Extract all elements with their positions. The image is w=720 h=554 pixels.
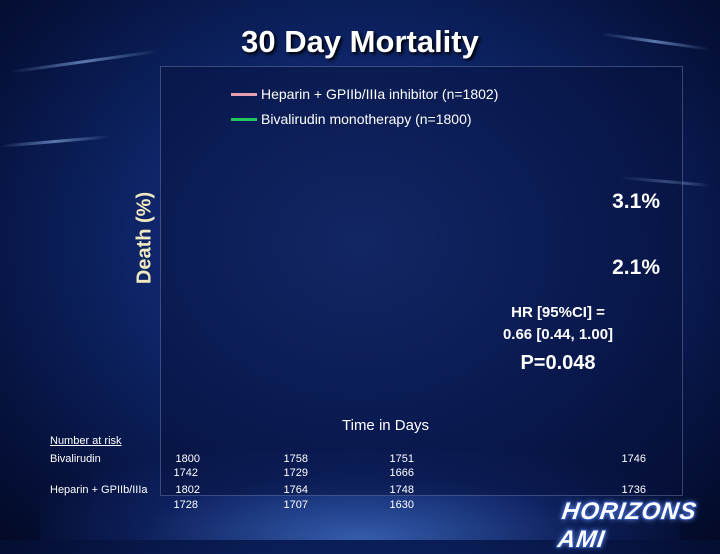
p-value-annotation: P=0.048 [520,352,596,374]
risk-value: 1748 [389,484,414,496]
risk-value: 1736 [621,484,646,496]
hazard-ratio-line-1: HR [95%CI] = [511,304,605,321]
end-label-heparin: 3.1% [612,190,660,213]
legend-item-heparin: Heparin + GPIIb/IIIa inhibitor (n=1802) [231,86,498,102]
chart-title: 30 Day Mortality [241,24,479,59]
background-streak [0,135,110,148]
risk-row-label-heparin: Heparin + GPIIb/IIIa [50,484,148,496]
legend-swatch-heparin [231,92,257,96]
risk-table-title: Number at risk [50,435,122,447]
risk-subvalue: 1728 [173,499,198,511]
y-axis-label: Death (%) [133,191,156,285]
risk-subvalue: 1707 [283,499,308,511]
end-label-bivalirudin: 2.1% [612,256,660,279]
risk-value: 1751 [389,453,414,465]
hazard-ratio-line-2: 0.66 [0.44, 1.00] [502,326,614,343]
risk-subvalue: 1742 [173,467,198,479]
risk-subvalue: 1729 [283,467,308,479]
risk-value: 1758 [283,453,308,465]
plot-area [160,66,683,496]
hazard-ratio-annotation: HR [95%CI] = 0.66 [0.44, 1.00] [478,302,638,346]
legend-label-heparin: Heparin + GPIIb/IIIa inhibitor (n=1802) [261,86,499,102]
legend-swatch-bivalirudin [231,117,257,121]
legend-label-bivalirudin: Bivalirudin monotherapy (n=1800) [261,111,472,127]
risk-value: 1764 [283,484,308,496]
risk-value: 1802 [175,484,200,496]
background-glow [40,450,680,540]
risk-value: 1746 [621,453,646,465]
legend-item-bivalirudin: Bivalirudin monotherapy (n=1800) [231,111,472,127]
risk-subvalue: 1666 [389,467,414,479]
risk-subvalue: 1630 [389,499,414,511]
x-axis-label: Time in Days [342,417,429,434]
risk-value: 1800 [175,453,200,465]
horizons-ami-logo: HORIZONS AMI [556,498,699,553]
risk-row-label-bivalirudin: Bivalirudin [50,453,101,465]
